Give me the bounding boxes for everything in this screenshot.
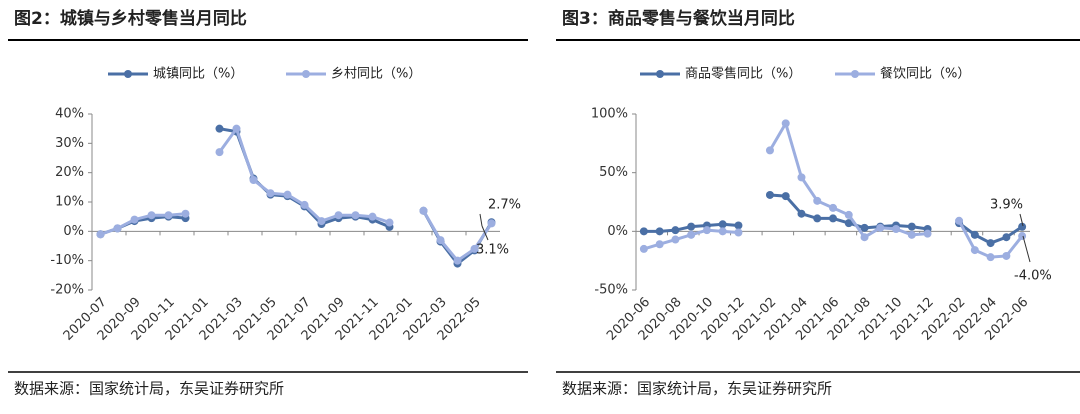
point bbox=[266, 189, 275, 198]
point bbox=[655, 240, 664, 249]
point bbox=[813, 196, 822, 205]
point bbox=[718, 220, 727, 229]
source: 数据来源：国家统计局，东吴证券研究所 bbox=[14, 380, 284, 398]
annotation-pointer bbox=[481, 225, 489, 241]
y-tick-label: 100% bbox=[591, 107, 628, 122]
legend-marker bbox=[851, 70, 859, 78]
point bbox=[96, 230, 105, 239]
annotation-pointer bbox=[479, 213, 483, 227]
point bbox=[181, 209, 190, 218]
y-tick-label: 20% bbox=[55, 165, 84, 180]
annotation-pointer bbox=[1019, 213, 1024, 227]
point bbox=[1002, 251, 1011, 260]
point bbox=[702, 226, 711, 235]
y-tick-label: 10% bbox=[55, 195, 84, 210]
point bbox=[639, 244, 648, 253]
y-tick-label: -10% bbox=[50, 253, 84, 268]
y-tick-label: 30% bbox=[55, 136, 84, 151]
point bbox=[1002, 233, 1011, 242]
legend-marker bbox=[656, 70, 664, 78]
annotation: 2.7% bbox=[488, 198, 521, 213]
point bbox=[970, 246, 979, 255]
point bbox=[892, 224, 901, 233]
annotation: 3.1% bbox=[476, 243, 509, 258]
series-line bbox=[643, 119, 1024, 259]
point bbox=[781, 192, 790, 201]
point bbox=[215, 148, 224, 157]
source: 数据来源：国家统计局，东吴证券研究所 bbox=[562, 380, 832, 398]
point bbox=[813, 214, 822, 223]
point bbox=[317, 217, 326, 226]
y-tick-label: -20% bbox=[50, 283, 84, 298]
legend-label: 城镇同比（%） bbox=[153, 67, 243, 82]
legend-label: 餐饮同比（%） bbox=[880, 66, 970, 82]
point bbox=[164, 211, 173, 220]
point bbox=[860, 233, 869, 242]
y-tick-label: 0% bbox=[63, 224, 84, 239]
y-tick-label: 50% bbox=[599, 165, 628, 180]
point bbox=[1018, 222, 1027, 231]
point bbox=[487, 219, 496, 228]
point bbox=[1018, 232, 1027, 241]
point bbox=[781, 119, 790, 128]
legend-marker bbox=[302, 70, 310, 78]
annotation: 3.9% bbox=[990, 198, 1023, 213]
point bbox=[876, 223, 885, 232]
point bbox=[829, 214, 837, 223]
point bbox=[671, 235, 680, 244]
y-tick-label: -50% bbox=[594, 283, 628, 298]
point bbox=[147, 211, 156, 220]
point bbox=[718, 227, 727, 236]
series-line bbox=[100, 125, 493, 263]
y-tick-label: 40% bbox=[55, 107, 84, 122]
point bbox=[734, 228, 743, 237]
point bbox=[687, 222, 696, 231]
legend-label: 商品零售同比（%） bbox=[685, 66, 801, 82]
point bbox=[734, 221, 743, 230]
point bbox=[986, 239, 995, 248]
point bbox=[639, 227, 648, 236]
point bbox=[970, 230, 979, 239]
point bbox=[368, 212, 377, 221]
point bbox=[844, 210, 853, 219]
point bbox=[655, 227, 664, 236]
point bbox=[986, 253, 995, 262]
legend-marker bbox=[124, 70, 132, 78]
point bbox=[334, 211, 343, 220]
point bbox=[765, 190, 774, 199]
point bbox=[671, 226, 680, 235]
point bbox=[385, 218, 394, 227]
point bbox=[765, 146, 774, 155]
point bbox=[923, 229, 932, 238]
point bbox=[249, 176, 258, 184]
point bbox=[829, 203, 837, 212]
point bbox=[907, 222, 916, 231]
point bbox=[283, 190, 292, 199]
point bbox=[436, 236, 445, 245]
point bbox=[687, 230, 696, 239]
series-line bbox=[100, 127, 493, 266]
point bbox=[907, 230, 916, 239]
point bbox=[844, 219, 853, 228]
point bbox=[232, 124, 241, 133]
chart-title: 图3：商品零售与餐饮当月同比 bbox=[562, 8, 795, 29]
point bbox=[453, 256, 462, 265]
point bbox=[215, 124, 224, 133]
legend-label: 乡村同比（%） bbox=[331, 67, 421, 82]
point bbox=[419, 206, 428, 215]
point bbox=[300, 200, 309, 209]
point bbox=[955, 216, 964, 225]
annotation: -4.0% bbox=[1014, 269, 1052, 284]
annotation-pointer bbox=[1022, 235, 1031, 263]
point bbox=[860, 223, 869, 232]
point bbox=[130, 215, 139, 224]
chart-title: 图2：城镇与乡村零售当月同比 bbox=[14, 8, 247, 29]
point bbox=[351, 211, 360, 220]
point bbox=[797, 209, 806, 218]
point bbox=[113, 224, 122, 233]
point bbox=[470, 244, 479, 253]
y-tick-label: 0% bbox=[607, 224, 628, 239]
point bbox=[797, 173, 806, 182]
